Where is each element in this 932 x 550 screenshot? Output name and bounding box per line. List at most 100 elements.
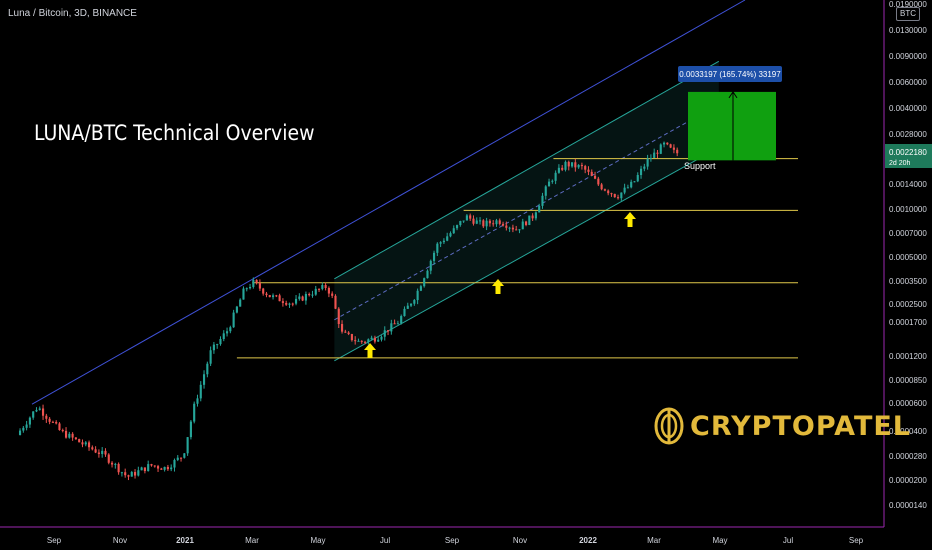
candle-body bbox=[603, 189, 606, 191]
candle-body bbox=[501, 223, 505, 226]
candle-body bbox=[511, 227, 514, 230]
candle-body bbox=[114, 463, 117, 465]
x-tick-label: Mar bbox=[245, 536, 259, 545]
candle-body bbox=[294, 298, 298, 304]
candle-body bbox=[166, 466, 169, 470]
y-tick-label: 0.0007000 bbox=[889, 229, 927, 238]
candle-body bbox=[469, 215, 472, 219]
x-tick-label: Nov bbox=[513, 536, 527, 545]
candle-body bbox=[360, 340, 363, 342]
candle-body bbox=[373, 337, 376, 342]
candle-body bbox=[229, 327, 232, 332]
logo-text: CRYPTOPATEL bbox=[690, 410, 912, 442]
candle-body bbox=[55, 422, 58, 424]
candle-body bbox=[623, 187, 626, 193]
candle-body bbox=[324, 285, 327, 289]
candle-body bbox=[22, 427, 25, 431]
candle-body bbox=[465, 215, 468, 221]
candle-body bbox=[495, 220, 498, 225]
x-tick-label: Nov bbox=[113, 536, 127, 545]
target-box bbox=[688, 91, 776, 161]
candle-body bbox=[488, 220, 491, 224]
candle-body bbox=[163, 466, 166, 470]
candle-body bbox=[653, 152, 656, 158]
candle-body bbox=[28, 417, 31, 425]
candle-body bbox=[452, 228, 455, 234]
x-tick-label: May bbox=[712, 536, 727, 545]
candle-body bbox=[639, 168, 643, 176]
candle-body bbox=[446, 236, 449, 241]
candle-body bbox=[196, 398, 199, 404]
y-tick-label: 0.0090000 bbox=[889, 52, 927, 61]
candle-body bbox=[597, 178, 600, 185]
candle-body bbox=[666, 142, 669, 145]
candle-body bbox=[593, 175, 597, 179]
y-tick-label: 0.0000280 bbox=[889, 452, 927, 461]
candle-body bbox=[630, 181, 633, 188]
candle-body bbox=[25, 424, 28, 428]
candle-body bbox=[173, 459, 176, 468]
candle-body bbox=[78, 439, 81, 443]
y-tick-label: 0.0000600 bbox=[889, 399, 927, 408]
candle-body bbox=[143, 467, 146, 472]
candle-body bbox=[383, 330, 386, 337]
candle-body bbox=[626, 187, 629, 189]
currency-tag[interactable]: BTC bbox=[896, 7, 920, 21]
candle-body bbox=[48, 418, 51, 422]
candle-body bbox=[620, 192, 623, 199]
candle-body bbox=[262, 288, 265, 294]
candle-body bbox=[258, 283, 261, 289]
candle-body bbox=[176, 457, 179, 460]
candle-body bbox=[574, 162, 577, 168]
candle-body bbox=[508, 227, 511, 229]
candle-body bbox=[38, 408, 41, 410]
candle-body bbox=[153, 465, 156, 467]
candle-body bbox=[633, 181, 636, 183]
y-tick-label: 0.0010000 bbox=[889, 205, 927, 214]
candle-body bbox=[137, 470, 140, 476]
candle-body bbox=[216, 344, 219, 346]
candle-body bbox=[107, 454, 110, 463]
candle-body bbox=[436, 243, 439, 253]
candle-body bbox=[551, 180, 554, 182]
candle-body bbox=[580, 164, 583, 167]
y-tick-label: 0.0003500 bbox=[889, 277, 927, 286]
candle-body bbox=[150, 464, 153, 466]
candle-body bbox=[557, 167, 560, 173]
candle-body bbox=[390, 323, 393, 332]
candle-body bbox=[610, 193, 613, 195]
candle-body bbox=[291, 303, 294, 305]
candle-body bbox=[534, 212, 537, 219]
candle-body bbox=[416, 290, 419, 301]
candle-body bbox=[41, 408, 45, 416]
candle-body bbox=[248, 286, 252, 289]
candle-body bbox=[370, 337, 373, 340]
candle-body bbox=[554, 172, 557, 181]
candle-body bbox=[94, 449, 97, 453]
candle-body bbox=[344, 331, 347, 333]
candle-body bbox=[265, 293, 268, 296]
candle-body bbox=[403, 308, 406, 317]
candle-body bbox=[607, 190, 610, 194]
candle-body bbox=[74, 437, 77, 440]
measure-label: 0.0033197 (165.74%) 33197 bbox=[679, 70, 781, 79]
candle-body bbox=[278, 295, 281, 302]
candle-body bbox=[377, 339, 380, 342]
y-tick-label: 0.0190000 bbox=[889, 0, 927, 9]
support-label: Support bbox=[684, 161, 716, 171]
candle-body bbox=[193, 403, 196, 422]
candle-body bbox=[334, 295, 337, 309]
x-tick-label: Jul bbox=[783, 536, 793, 545]
candle-body bbox=[400, 316, 403, 324]
candle-body bbox=[541, 195, 544, 206]
candle-body bbox=[482, 220, 485, 227]
candle-body bbox=[478, 220, 482, 222]
y-tick-label: 0.0000400 bbox=[889, 427, 927, 436]
candle-body bbox=[271, 295, 275, 298]
candle-body bbox=[101, 450, 104, 454]
last-price-value: 0.0022180 bbox=[889, 148, 927, 157]
candle-body bbox=[577, 164, 580, 168]
candle-body bbox=[68, 433, 71, 438]
headline-text: LUNA/BTC Technical Overview bbox=[34, 121, 315, 145]
